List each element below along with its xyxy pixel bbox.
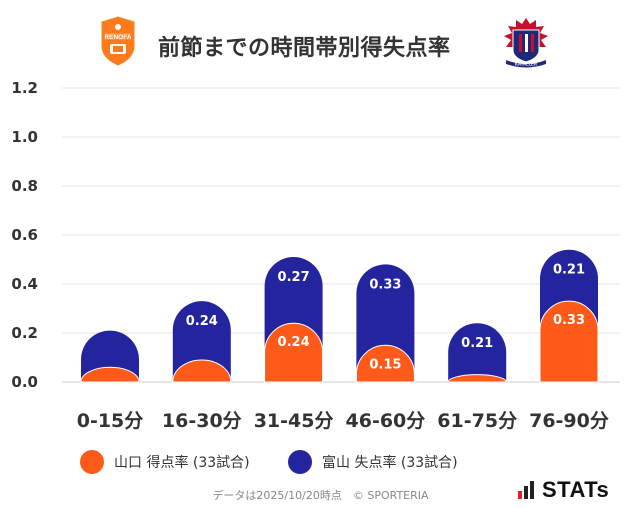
legend-label-toyama: 富山 失点率 (33試合) <box>322 455 458 471</box>
data-source-note: データは2025/10/20時点 © SPORTERIA <box>212 489 429 502</box>
y-tick-label: 1.0 <box>11 128 38 146</box>
yamaguchi-scored-bar <box>264 322 324 383</box>
yamaguchi-value-label: 0.15 <box>369 357 401 372</box>
y-tick-label: 0.0 <box>11 373 38 391</box>
legend-item-yamaguchi: 山口 得点率 (33試合) <box>80 448 250 476</box>
legend-item-toyama: 富山 失点率 (33試合) <box>288 448 458 476</box>
x-axis-ticks: 0-15分 16-30分 31-45分 46-60分 61-75分 76-90分 <box>77 410 609 432</box>
y-tick-label: 0.4 <box>11 275 38 293</box>
y-tick-label: 0.8 <box>11 177 38 195</box>
stats-brand-text: STATs <box>542 477 610 502</box>
yamaguchi-value-label: 0.33 <box>553 313 585 328</box>
yamaguchi-scored-bar <box>447 374 507 383</box>
kataller-logo: KATALLER <box>504 18 548 68</box>
yamaguchi-scored-bar <box>80 366 140 383</box>
toyama-value-label: 0.21 <box>461 336 493 351</box>
y-tick-label: 1.2 <box>11 79 38 97</box>
toyama-value-label: 0.24 <box>186 314 218 329</box>
yamaguchi-scored-bar <box>539 300 599 383</box>
toyama-conceded-bar <box>172 301 231 382</box>
y-tick-label: 0.2 <box>11 324 38 342</box>
legend: 山口 得点率 (33試合) 富山 失点率 (33試合) <box>0 448 641 476</box>
toyama-value-label: 0.27 <box>278 270 310 285</box>
yamaguchi-value-label: 0.24 <box>278 335 310 350</box>
x-tick-label: 61-75分 <box>437 410 517 432</box>
yamaguchi-scored-bar <box>355 344 415 383</box>
yamaguchi-scored-bar <box>172 359 232 383</box>
x-tick-label: 46-60分 <box>346 410 426 432</box>
toyama-value-label: 0.33 <box>369 277 401 292</box>
y-tick-label: 0.6 <box>11 226 38 244</box>
legend-swatch-toyama <box>288 450 312 474</box>
bars-layer: 0.24 0.27 0.24 0.33 0.15 0.21 0.21 0.33 <box>80 249 599 383</box>
stats-logo: STATs <box>518 477 610 502</box>
y-axis-ticks: 0.0 0.2 0.4 0.6 0.8 1.0 1.2 <box>11 79 38 391</box>
toyama-value-label: 0.21 <box>553 263 585 278</box>
toyama-conceded-bar <box>448 323 507 382</box>
x-tick-label: 76-90分 <box>529 410 609 432</box>
grid-layer <box>62 87 620 383</box>
renofa-logo: RENOFA <box>101 16 135 66</box>
renofa-logo-text: RENOFA <box>104 34 131 41</box>
legend-swatch-yamaguchi <box>80 450 104 474</box>
kataller-logo-text: KATALLER <box>515 62 537 67</box>
chart-header: RENOFA 前節までの時間帯別得失点率 KATALLER <box>0 12 641 74</box>
chart-title: 前節までの時間帯別得失点率 <box>158 36 451 61</box>
legend-label-yamaguchi: 山口 得点率 (33試合) <box>114 455 250 471</box>
bar-chart: 0.00.20.40.60.81.01.2 0.240.270.240.330.… <box>11 79 620 432</box>
x-tick-label: 0-15分 <box>77 410 144 432</box>
x-tick-label: 31-45分 <box>254 410 334 432</box>
x-tick-label: 16-30分 <box>162 410 242 432</box>
stats-bars-icon <box>518 481 536 499</box>
